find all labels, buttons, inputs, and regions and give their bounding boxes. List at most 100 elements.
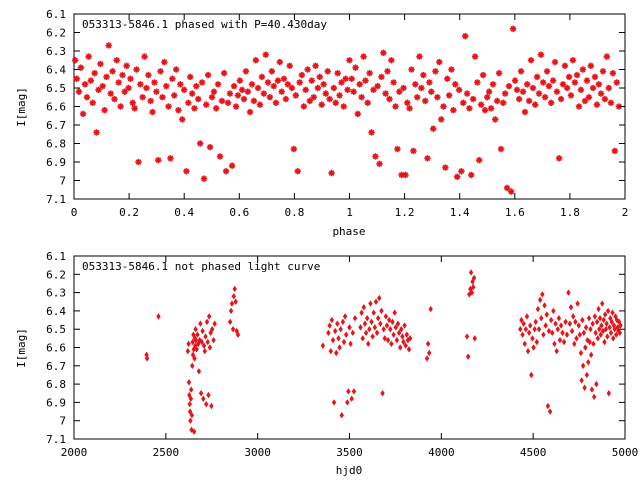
phased-data-point: [460, 99, 467, 106]
phased-data-point: [81, 81, 89, 88]
phased-data-point: [312, 62, 319, 69]
unphased-data-point: [190, 338, 195, 346]
unphased-data-point: [521, 320, 526, 327]
phased-data-point: [292, 92, 299, 99]
unphased-data-point: [403, 342, 408, 349]
unphased-data-point: [566, 289, 571, 296]
unphased-data-point: [534, 338, 540, 346]
unphased-data-point: [608, 329, 614, 337]
unphased-data-point: [386, 316, 392, 324]
phased-data-point: [330, 84, 337, 92]
phased-x-axis-label: phase: [332, 225, 365, 238]
unphased-data-point: [201, 395, 206, 402]
unphased-data-point: [343, 331, 349, 338]
phased-data-point: [188, 90, 196, 97]
phased-x-tick-label: 1.6: [505, 206, 525, 219]
unphased-data-point: [144, 355, 150, 362]
phased-data-point: [324, 68, 331, 75]
unphased-data-point: [358, 324, 363, 331]
phased-y-tick-label: 7.1: [46, 193, 66, 206]
phased-x-tick-label: 0.6: [229, 206, 249, 219]
phased-y-tick-label: 6.3: [46, 45, 66, 58]
unphased-plot-frame: [73, 255, 626, 440]
phased-data-point: [314, 84, 322, 92]
phased-data-point: [368, 129, 375, 136]
unphased-data-point: [568, 304, 574, 311]
unphased-data-point: [234, 327, 239, 335]
unphased-data-point: [471, 274, 477, 282]
phased-data-point: [304, 66, 311, 73]
unphased-data-point: [603, 326, 609, 333]
phased-data-point: [374, 82, 381, 90]
phased-data-point: [599, 68, 607, 75]
unphased-data-point: [331, 399, 337, 406]
unphased-data-point: [593, 329, 598, 337]
phased-data-point: [358, 94, 365, 101]
unphased-data-point: [608, 315, 613, 322]
phased-data-point: [438, 116, 445, 123]
phased-data-point: [204, 71, 212, 79]
phased-data-point: [157, 68, 164, 75]
unphased-y-tick-label: 6.6: [46, 342, 66, 355]
phased-data-point: [294, 168, 301, 175]
phased-data-point: [549, 77, 557, 84]
phased-data-point: [344, 86, 351, 94]
phased-data-point: [442, 164, 449, 171]
unphased-y-tick-label: 6.3: [46, 287, 66, 300]
unphased-data-point: [564, 331, 570, 338]
phased-data-point: [436, 58, 443, 66]
unphased-data-point: [530, 335, 535, 342]
phased-data-point: [250, 97, 258, 105]
phased-data-point: [545, 82, 553, 90]
unphased-y-tick-label: 6.4: [46, 305, 66, 318]
unphased-data-point: [551, 307, 556, 315]
unphased-x-axis-label: hjd0: [336, 464, 363, 477]
unphased-y-tick-label: 6.8: [46, 378, 66, 391]
phased-data-point: [497, 145, 505, 153]
unphased-data-point: [610, 309, 615, 316]
unphased-data-point: [522, 340, 527, 348]
phased-data-point: [418, 84, 425, 92]
unphased-data-point: [580, 316, 585, 324]
phased-data-point: [181, 86, 188, 94]
phased-data-point: [238, 86, 246, 94]
unphased-data-point: [339, 412, 344, 419]
unphased-data-point: [363, 329, 369, 337]
unphased-data-point: [611, 322, 617, 329]
phased-data-point: [605, 84, 612, 92]
unphased-data-point: [518, 326, 523, 333]
unphased-data-point: [373, 298, 379, 305]
phased-x-tick-label: 0.8: [284, 206, 304, 219]
phased-data-point: [99, 82, 106, 90]
unphased-data-point: [348, 340, 353, 348]
unphased-data-point: [609, 318, 614, 326]
unphased-data-point: [598, 331, 603, 338]
phased-data-point: [79, 110, 87, 118]
phased-data-point: [476, 156, 483, 164]
unphased-data-point: [428, 305, 433, 313]
phased-data-point: [149, 108, 156, 116]
phased-data-point: [571, 79, 579, 86]
phased-data-point: [230, 82, 238, 90]
unphased-data-point: [235, 331, 241, 338]
unphased-data-point: [334, 349, 339, 357]
unphased-data-point: [329, 316, 335, 324]
unphased-data-point: [520, 331, 525, 338]
phased-light-curve-panel: 0 0.2 0.4 0.6 0.8 1 1.2 1.4 1.6 1.8 2 6.1 6.2 6.3 6.4 6…: [15, 8, 628, 238]
phased-data-point: [481, 107, 489, 114]
phased-data-point: [420, 71, 427, 79]
phased-data-point: [191, 105, 198, 112]
unphased-data-point: [525, 347, 531, 355]
unphased-data-point: [597, 326, 602, 333]
unphased-data-point: [198, 320, 203, 327]
phased-data-point: [212, 105, 220, 112]
phased-data-point: [352, 64, 359, 71]
unphased-data-point: [595, 335, 601, 342]
phased-data-point: [607, 99, 615, 106]
phased-data-point: [282, 95, 290, 103]
phased-data-point: [517, 68, 525, 75]
phased-data-point: [318, 101, 325, 108]
phased-data-point: [185, 99, 192, 106]
unphased-data-point: [396, 329, 402, 337]
unphased-light-curve-panel: 2000 2500 3000 3500 4000 4500 5000 6.1 6.2 6.3 6.4…: [15, 250, 638, 477]
